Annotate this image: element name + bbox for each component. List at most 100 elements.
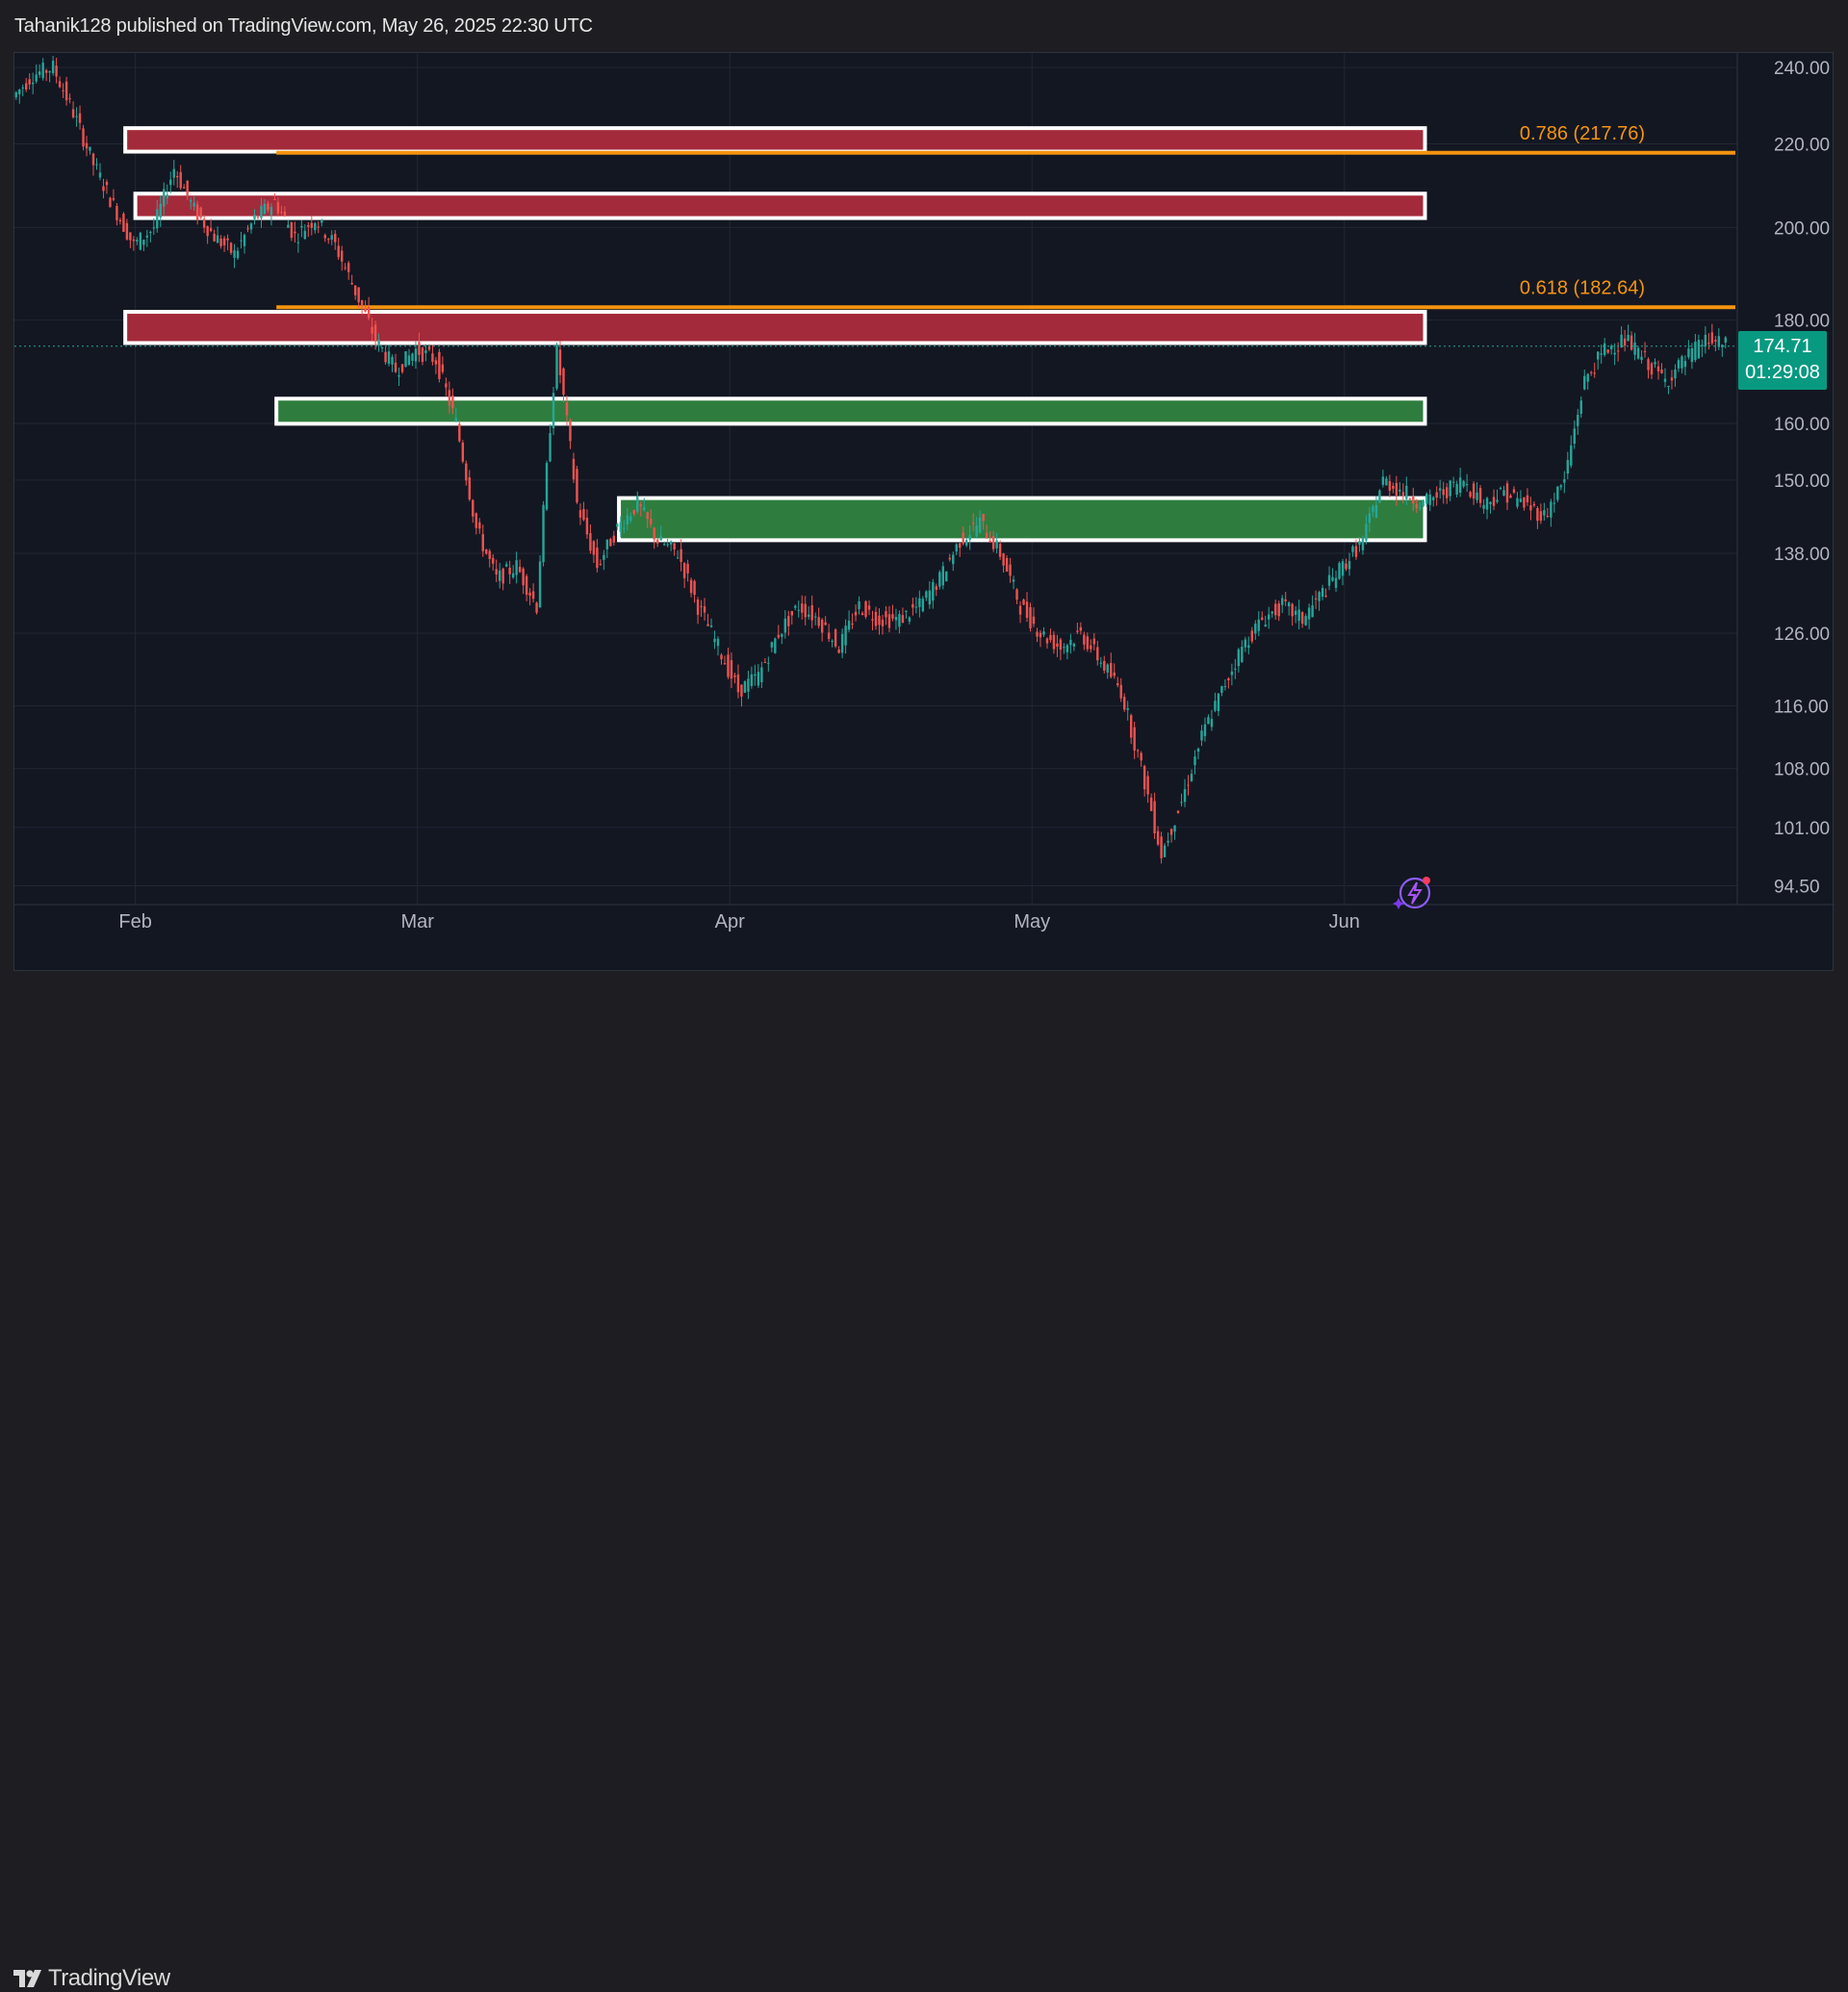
- candle-body: [229, 243, 233, 253]
- candle-body: [1445, 487, 1449, 498]
- candle-body: [1590, 371, 1593, 373]
- support-zone[interactable]: [274, 396, 1427, 426]
- candle-body: [1536, 508, 1539, 522]
- candle-body: [740, 684, 743, 697]
- candle-body: [1660, 370, 1663, 373]
- tradingview-brand: TradingView: [48, 1965, 170, 1991]
- candle-body: [1472, 483, 1476, 499]
- candle-body: [62, 89, 64, 91]
- tradingview-logo-icon: [13, 1970, 41, 1987]
- chart-footer: TradingView: [0, 972, 1848, 1991]
- candle-body: [283, 211, 287, 217]
- candle-body: [781, 633, 783, 637]
- candle-body: [300, 225, 303, 228]
- candle-body: [558, 349, 562, 375]
- candle-body: [669, 541, 673, 545]
- candle-body: [1710, 332, 1714, 344]
- candle-body: [38, 71, 41, 75]
- candle-body: [105, 181, 109, 186]
- candle-body: [1392, 485, 1395, 489]
- candle-body: [1559, 485, 1563, 488]
- candle-body: [226, 238, 229, 241]
- candle-body: [525, 575, 528, 595]
- candle-body: [1516, 498, 1519, 507]
- resistance-zone[interactable]: [123, 126, 1427, 154]
- candle-body: [1284, 599, 1287, 601]
- y-tick-label: 200.00: [1774, 218, 1830, 239]
- candle-body: [1677, 360, 1681, 369]
- candle-body: [844, 626, 847, 646]
- x-tick-label: Jun: [1329, 911, 1360, 932]
- candle-body: [1153, 801, 1156, 833]
- resistance-zone[interactable]: [123, 310, 1427, 345]
- candle-body: [1428, 494, 1431, 505]
- candle-body: [1526, 495, 1529, 502]
- candle-body: [1532, 503, 1536, 506]
- candle-body: [885, 611, 887, 618]
- candle-body: [1351, 546, 1354, 552]
- candle-body: [948, 557, 951, 560]
- candle-body: [609, 538, 612, 547]
- candle-body: [156, 209, 159, 229]
- resistance-zone[interactable]: [133, 192, 1427, 220]
- candle-body: [1627, 334, 1630, 342]
- candle-body: [82, 128, 85, 147]
- candle-body: [1250, 630, 1253, 642]
- candle-body: [549, 433, 552, 462]
- candle-body: [1556, 486, 1559, 500]
- price-chart[interactable]: 0.786 (217.76) 0.618 (182.64) 240.00 220.00…: [14, 53, 1835, 972]
- candle-body: [1200, 730, 1203, 741]
- candle-body: [310, 222, 314, 228]
- candle-body: [1374, 504, 1378, 519]
- candle-body: [727, 654, 730, 677]
- sparkle-lightning-icon[interactable]: [1392, 872, 1434, 914]
- publisher-line: Tahanik128 published on TradingView.com,…: [14, 15, 593, 37]
- candle-body: [680, 549, 682, 563]
- candle-body: [1600, 353, 1603, 355]
- candle-body: [240, 240, 243, 242]
- candle-body: [1223, 685, 1227, 687]
- last-price-value: 174.71: [1753, 336, 1812, 357]
- y-tick-label: 220.00: [1774, 135, 1830, 155]
- candle-body: [1304, 616, 1307, 626]
- candle-body: [1345, 563, 1348, 570]
- candle-body: [1674, 369, 1677, 379]
- candle-body: [1509, 495, 1512, 498]
- candle-body: [1076, 630, 1079, 632]
- candle-body: [552, 393, 555, 429]
- candle-body: [1049, 634, 1052, 641]
- candle-body: [730, 660, 733, 679]
- candle-body: [569, 420, 572, 442]
- candle-body: [1704, 334, 1707, 346]
- candle-body: [1476, 492, 1478, 500]
- candle-body: [1217, 693, 1220, 712]
- candle-body: [643, 507, 646, 511]
- candle-body: [445, 383, 448, 388]
- candle-body: [243, 235, 246, 246]
- candle-body: [1321, 587, 1324, 598]
- candle-body: [1341, 561, 1345, 576]
- candle-body: [1042, 631, 1045, 635]
- candle-body: [424, 350, 427, 353]
- candle-body: [448, 390, 451, 406]
- tradingview-logo[interactable]: TradingView: [13, 1965, 170, 1992]
- candle-body: [1553, 502, 1556, 504]
- candle-body: [639, 504, 642, 506]
- candle-body: [317, 226, 320, 228]
- support-zone[interactable]: [617, 496, 1427, 543]
- candle-body: [1214, 701, 1217, 711]
- candle-body: [858, 600, 860, 610]
- candle-body: [1640, 356, 1643, 360]
- candle-body: [132, 239, 136, 242]
- candle-body: [102, 186, 105, 192]
- candle-body: [998, 544, 1002, 557]
- candle-body: [1683, 361, 1687, 368]
- candle-body: [209, 228, 213, 232]
- candle-body: [867, 605, 871, 610]
- candle-body: [1142, 766, 1146, 790]
- candle-body: [1247, 645, 1250, 649]
- candle-body: [878, 615, 881, 626]
- candle-body: [1630, 335, 1633, 350]
- candle-body: [1399, 489, 1401, 492]
- chart-frame[interactable]: 0.786 (217.76) 0.618 (182.64) 240.00 220.00…: [13, 52, 1835, 972]
